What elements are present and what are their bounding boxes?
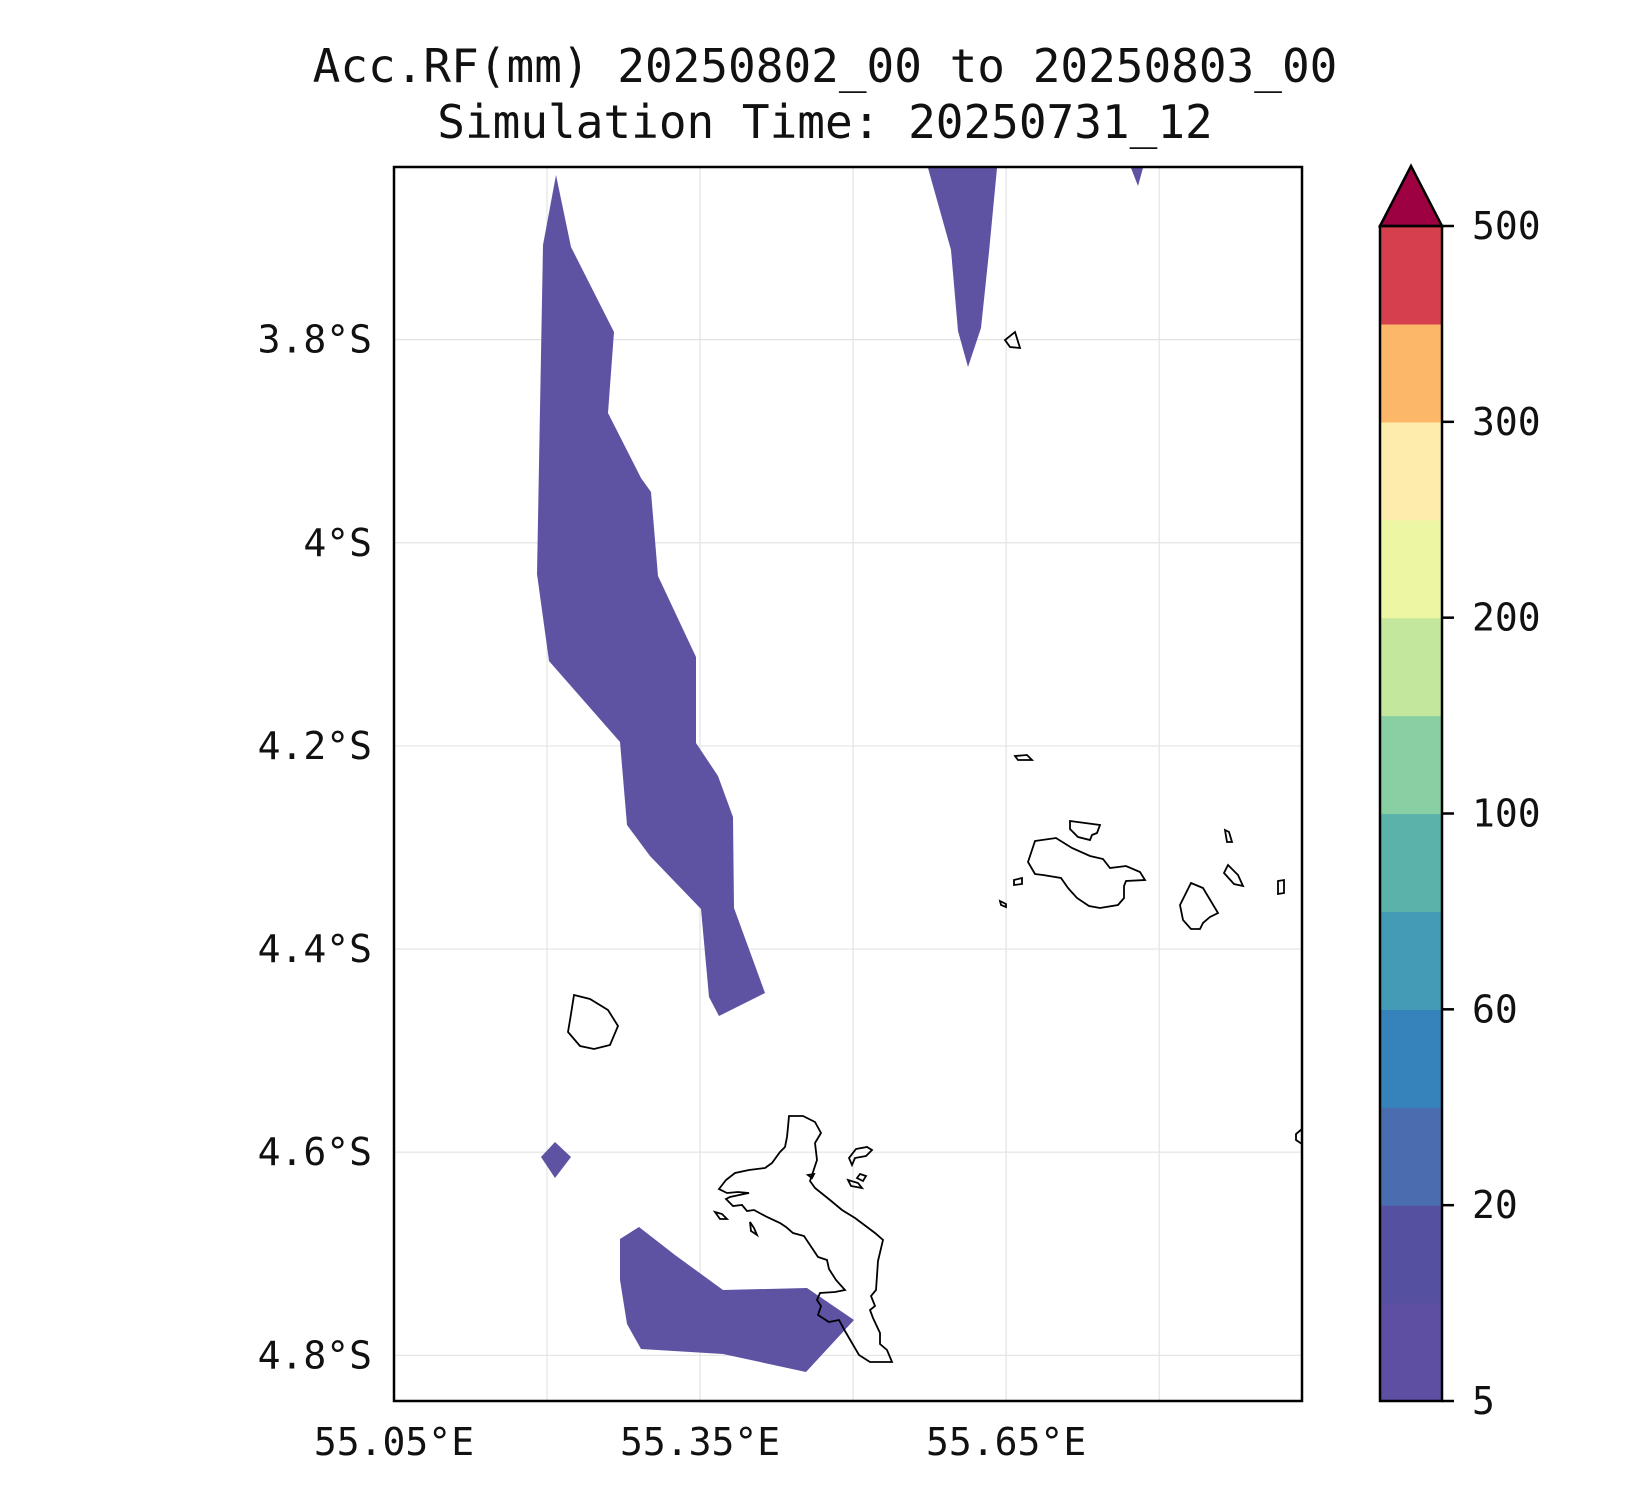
colorbar-tick-label: 100 [1472,792,1541,836]
rain-band-west [537,175,765,1016]
colorbar-segment [1380,813,1442,913]
coastline-islet-b [1223,828,1234,843]
lon-tick-label: 55.65°E [926,1420,1086,1464]
coastline-islet-k [805,1172,816,1180]
lat-tick-label: 4.4°S [258,927,372,971]
lat-tick-label: 4°S [303,521,372,565]
coastline-islet-h [855,1172,868,1183]
coastline-islet-j [749,1221,760,1238]
map-frame [392,165,1304,1403]
colorbar-segment [1380,519,1442,619]
lat-tick-label: 4.2°S [258,724,372,768]
colorbar-segment [1380,1205,1442,1304]
colorbar-tick-label: 60 [1472,987,1518,1031]
colorbar: 5 20 60 100 200 300 500 [1377,163,1541,1423]
rain-band-south [620,1227,854,1372]
coastline-praslin-island [1027,837,1147,909]
coastlines [567,330,1303,1363]
coastline-east-edge [1295,1128,1303,1145]
coastline-curieuse-island [1069,819,1102,842]
rainfall-areas [537,168,1143,1372]
coastline-cousin-island [1013,876,1023,887]
colorbar-tick-label: 500 [1472,204,1541,248]
coastline-islet-i [712,1210,730,1220]
coastline-mahe-island [717,1115,894,1363]
colorbar-segment [1380,1009,1442,1108]
latitude-axis: 3.8°S 4°S 4.2°S 4.4°S 4.6°S 4.8°S [258,318,372,1378]
coastline-islet-e [1003,330,1022,350]
lat-tick-label: 4.6°S [258,1130,372,1174]
colorbar-segment [1380,911,1442,1010]
colorbar-segment [1380,421,1442,521]
coastline-felicite-island [1222,863,1245,888]
chart-title: Acc.RF(mm) 20250802_00 to 20250803_00 Si… [0,38,1650,150]
map-grid [393,167,1302,1401]
rain-sliver-north [1131,168,1143,186]
lon-tick-label: 55.05°E [314,1420,474,1464]
colorbar-segment [1380,226,1442,325]
colorbar-segment [1380,1303,1442,1402]
lat-tick-label: 3.8°S [258,318,372,362]
coastline-islet-c [1277,878,1285,896]
lat-tick-label: 4.8°S [258,1333,372,1377]
coastline-la-digue-island [1179,881,1220,930]
title-line-2: Simulation Time: 20250731_12 [437,95,1213,149]
rain-diamond [541,1142,571,1178]
colorbar-extend-arrow [1377,163,1445,228]
colorbar-segment [1380,323,1442,423]
colorbar-tick-label: 20 [1472,1183,1518,1227]
coastline-islet-a [998,899,1007,909]
colorbar-tick-label: 5 [1472,1379,1495,1423]
colorbar-segment [1380,1107,1442,1206]
coastline-islet-d [1013,754,1035,761]
rain-band-north [928,168,997,367]
lon-tick-label: 55.35°E [620,1420,780,1464]
longitude-axis: 55.05°E 55.35°E 55.65°E [314,1420,1086,1464]
coastline-islet-f [847,1146,874,1168]
colorbar-tick-label: 300 [1472,400,1541,444]
title-line-1: Acc.RF(mm) 20250802_00 to 20250803_00 [312,39,1338,93]
colorbar-segment [1380,617,1442,717]
colorbar-tick-label: 200 [1472,596,1541,640]
coastline-silhouette-island [567,993,620,1050]
colorbar-segment [1380,715,1442,815]
coastline-islet-g [846,1178,865,1190]
